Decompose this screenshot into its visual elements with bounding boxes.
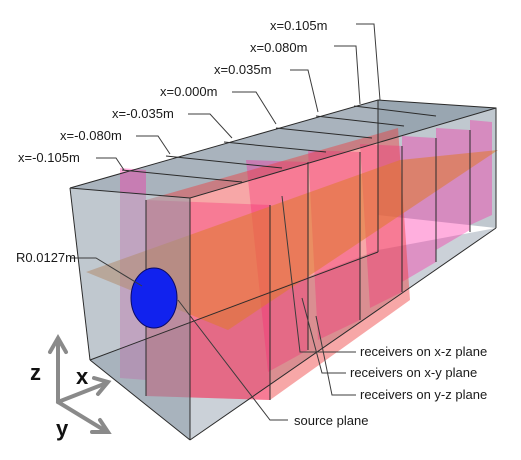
- y-axis-label: y: [56, 416, 69, 441]
- z-axis-label: z: [30, 360, 41, 385]
- source-plane-label: source plane: [294, 413, 368, 428]
- x-label-0035: x=0.035m: [214, 62, 271, 77]
- x-label-0000: x=0.000m: [160, 84, 217, 99]
- x-label-0080: x=0.080m: [250, 40, 307, 55]
- x-label-neg0080: x=-0.080m: [60, 128, 122, 143]
- xy-plane-label: receivers on x-y plane: [350, 365, 477, 380]
- plane-label-leaders: [177, 195, 356, 421]
- box-edges: [69, 99, 497, 441]
- x-axis-arrow: [56, 376, 112, 404]
- box-bottom-face: [90, 228, 496, 440]
- z-axis-arrow: [48, 333, 68, 404]
- y-axis-arrow: [56, 400, 112, 434]
- axis-triad: z x y: [30, 333, 112, 441]
- x-axis-label: x: [76, 364, 89, 389]
- x-label-0105: x=0.105m: [270, 18, 327, 33]
- box-front-face: [70, 188, 190, 440]
- xz-plane-label: receivers on x-z plane: [360, 344, 487, 359]
- x-label-leaders: [70, 23, 381, 287]
- yz-plane-label: receivers on y-z plane: [360, 387, 487, 402]
- x-label-neg0035: x=-0.035m: [112, 106, 174, 121]
- radius-label: R0.0127m: [16, 250, 76, 265]
- x-label-neg0105: x=-0.105m: [18, 150, 80, 165]
- source-disk: [130, 267, 178, 329]
